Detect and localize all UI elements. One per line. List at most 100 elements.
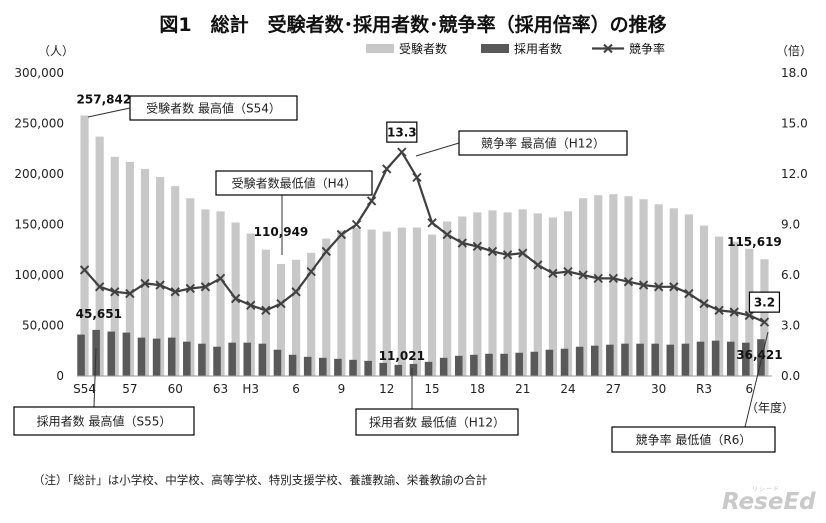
- x-tick-label: H3: [242, 382, 259, 396]
- ratio-marker: [654, 282, 664, 292]
- ratio-marker: [276, 298, 286, 309]
- legend-swatch-hires: [481, 44, 509, 53]
- bar-hires: [485, 353, 493, 376]
- x-tick-label: 57: [122, 382, 137, 396]
- x-tick-label: 24: [560, 382, 575, 396]
- bar-applicants: [473, 212, 482, 376]
- bar-hires: [757, 339, 765, 376]
- bar-hires: [666, 344, 675, 376]
- bar-applicants: [503, 212, 512, 376]
- x-tick-label: 60: [168, 382, 183, 396]
- bar-applicants: [367, 229, 376, 376]
- value-label-box: [386, 121, 418, 143]
- ratio-marker: [155, 280, 165, 290]
- ratio-marker: [79, 265, 90, 275]
- ratio-marker: [457, 238, 467, 248]
- ratio-marker: [669, 282, 679, 292]
- bar-hires: [606, 344, 614, 376]
- bar-applicants: [95, 136, 104, 376]
- x-tick-label: R3: [696, 382, 712, 396]
- ratio-marker: [684, 288, 694, 299]
- bar-applicants: [715, 236, 724, 376]
- bar-hires: [560, 348, 569, 376]
- x-tick-label: 21: [515, 382, 530, 396]
- bar-applicants: [639, 199, 648, 376]
- value-label: 11,021: [379, 349, 425, 363]
- ratio-marker: [442, 229, 452, 240]
- x-tick-label: 6: [746, 382, 754, 396]
- right-tick-label: 9.0: [781, 218, 800, 232]
- bar-hires: [303, 356, 312, 376]
- right-tick-label: 18.0: [781, 66, 808, 80]
- ratio-marker: [246, 300, 256, 310]
- right-axis-unit: （倍）: [776, 43, 812, 58]
- annotation-label: 競争率 最低値（R6）: [636, 432, 752, 447]
- annotation-label: 受験者数最低値（H4）: [232, 176, 357, 191]
- bar-hires: [243, 342, 252, 376]
- bar-applicants: [140, 168, 150, 376]
- ratio-marker: [110, 287, 120, 297]
- right-tick-label: 0.0: [781, 369, 800, 383]
- left-tick-label: 50,000: [22, 319, 64, 333]
- bar-applicants: [654, 204, 663, 376]
- bar-applicants: [216, 211, 225, 376]
- ratio-line: [83, 151, 765, 324]
- ratio-marker: [533, 260, 543, 270]
- annotation-label: 採用者数 最高値（S55）: [37, 414, 172, 429]
- ratio-marker: [94, 282, 105, 292]
- x-tick-label: S54: [73, 382, 96, 396]
- bar-hires: [681, 343, 690, 376]
- bar-hires: [394, 364, 403, 376]
- x-tick-label: 18: [470, 382, 485, 396]
- ratio-marker: [412, 172, 422, 183]
- bar-applicants: [730, 241, 739, 376]
- bar-hires: [167, 337, 176, 376]
- bar-applicants: [201, 209, 210, 376]
- bar-applicants: [563, 211, 573, 376]
- bar-hires: [349, 359, 357, 376]
- bar-applicants: [337, 230, 346, 376]
- annotation-box: [355, 408, 519, 436]
- x-tick-label: 12: [379, 382, 394, 396]
- annotation-layer: 受験者数 最高値（S54） 受験者数最低値（H4） 競争率 最高値（H12） 採用者数…: [13, 95, 776, 453]
- left-tick-label: 250,000: [14, 117, 64, 131]
- ratio-marker: [170, 287, 180, 297]
- bar-applicants: [291, 259, 301, 376]
- annotation-box: [13, 406, 195, 436]
- value-label: 3.2: [754, 296, 775, 310]
- ratio-marker: [608, 273, 619, 284]
- annotation-label: 受験者数 最高値（S54）: [146, 101, 281, 116]
- value-label-layer: 257,842 45,651 110,949 11,021 13.3 115,619 36,…: [76, 93, 783, 363]
- bar-applicants: [110, 156, 119, 376]
- x-tick-label: 30: [651, 382, 666, 396]
- legend-label-applicants: 受験者数: [399, 41, 447, 56]
- bar-hires: [726, 341, 735, 376]
- legend-swatch-applicants: [366, 44, 394, 53]
- bar-applicants: [80, 115, 89, 376]
- bar-hires: [621, 343, 629, 376]
- ratio-marker: [638, 280, 649, 290]
- ratio-marker: [518, 248, 528, 258]
- right-tick-label: 3.0: [781, 319, 800, 333]
- left-tick-label: 150,000: [14, 218, 64, 232]
- bar-hires: [515, 352, 523, 376]
- bar-hires: [364, 360, 372, 376]
- left-axis-unit: （人）: [38, 44, 74, 58]
- ratio-marker: [759, 317, 770, 327]
- ratio-marker: [729, 307, 739, 317]
- bar-applicants: [579, 198, 588, 376]
- bar-layer: [77, 115, 769, 376]
- right-tick-label: 12.0: [781, 167, 808, 181]
- bar-hires: [470, 354, 478, 376]
- ratio-marker: [548, 268, 558, 278]
- ratio-marker: [185, 283, 195, 294]
- bar-applicants: [352, 227, 361, 376]
- x-axis-ticks: S54 57 60 63 H3 6 9 12 15 18 21 24 27 30 R3 6: [73, 382, 753, 396]
- ratio-marker: [563, 266, 573, 277]
- bar-applicants: [307, 252, 316, 376]
- bar-applicants: [533, 213, 542, 376]
- bar-hires: [137, 337, 146, 376]
- bar-hires: [107, 331, 116, 376]
- ratio-marker: [291, 287, 301, 297]
- x-tick-label: 27: [606, 382, 621, 396]
